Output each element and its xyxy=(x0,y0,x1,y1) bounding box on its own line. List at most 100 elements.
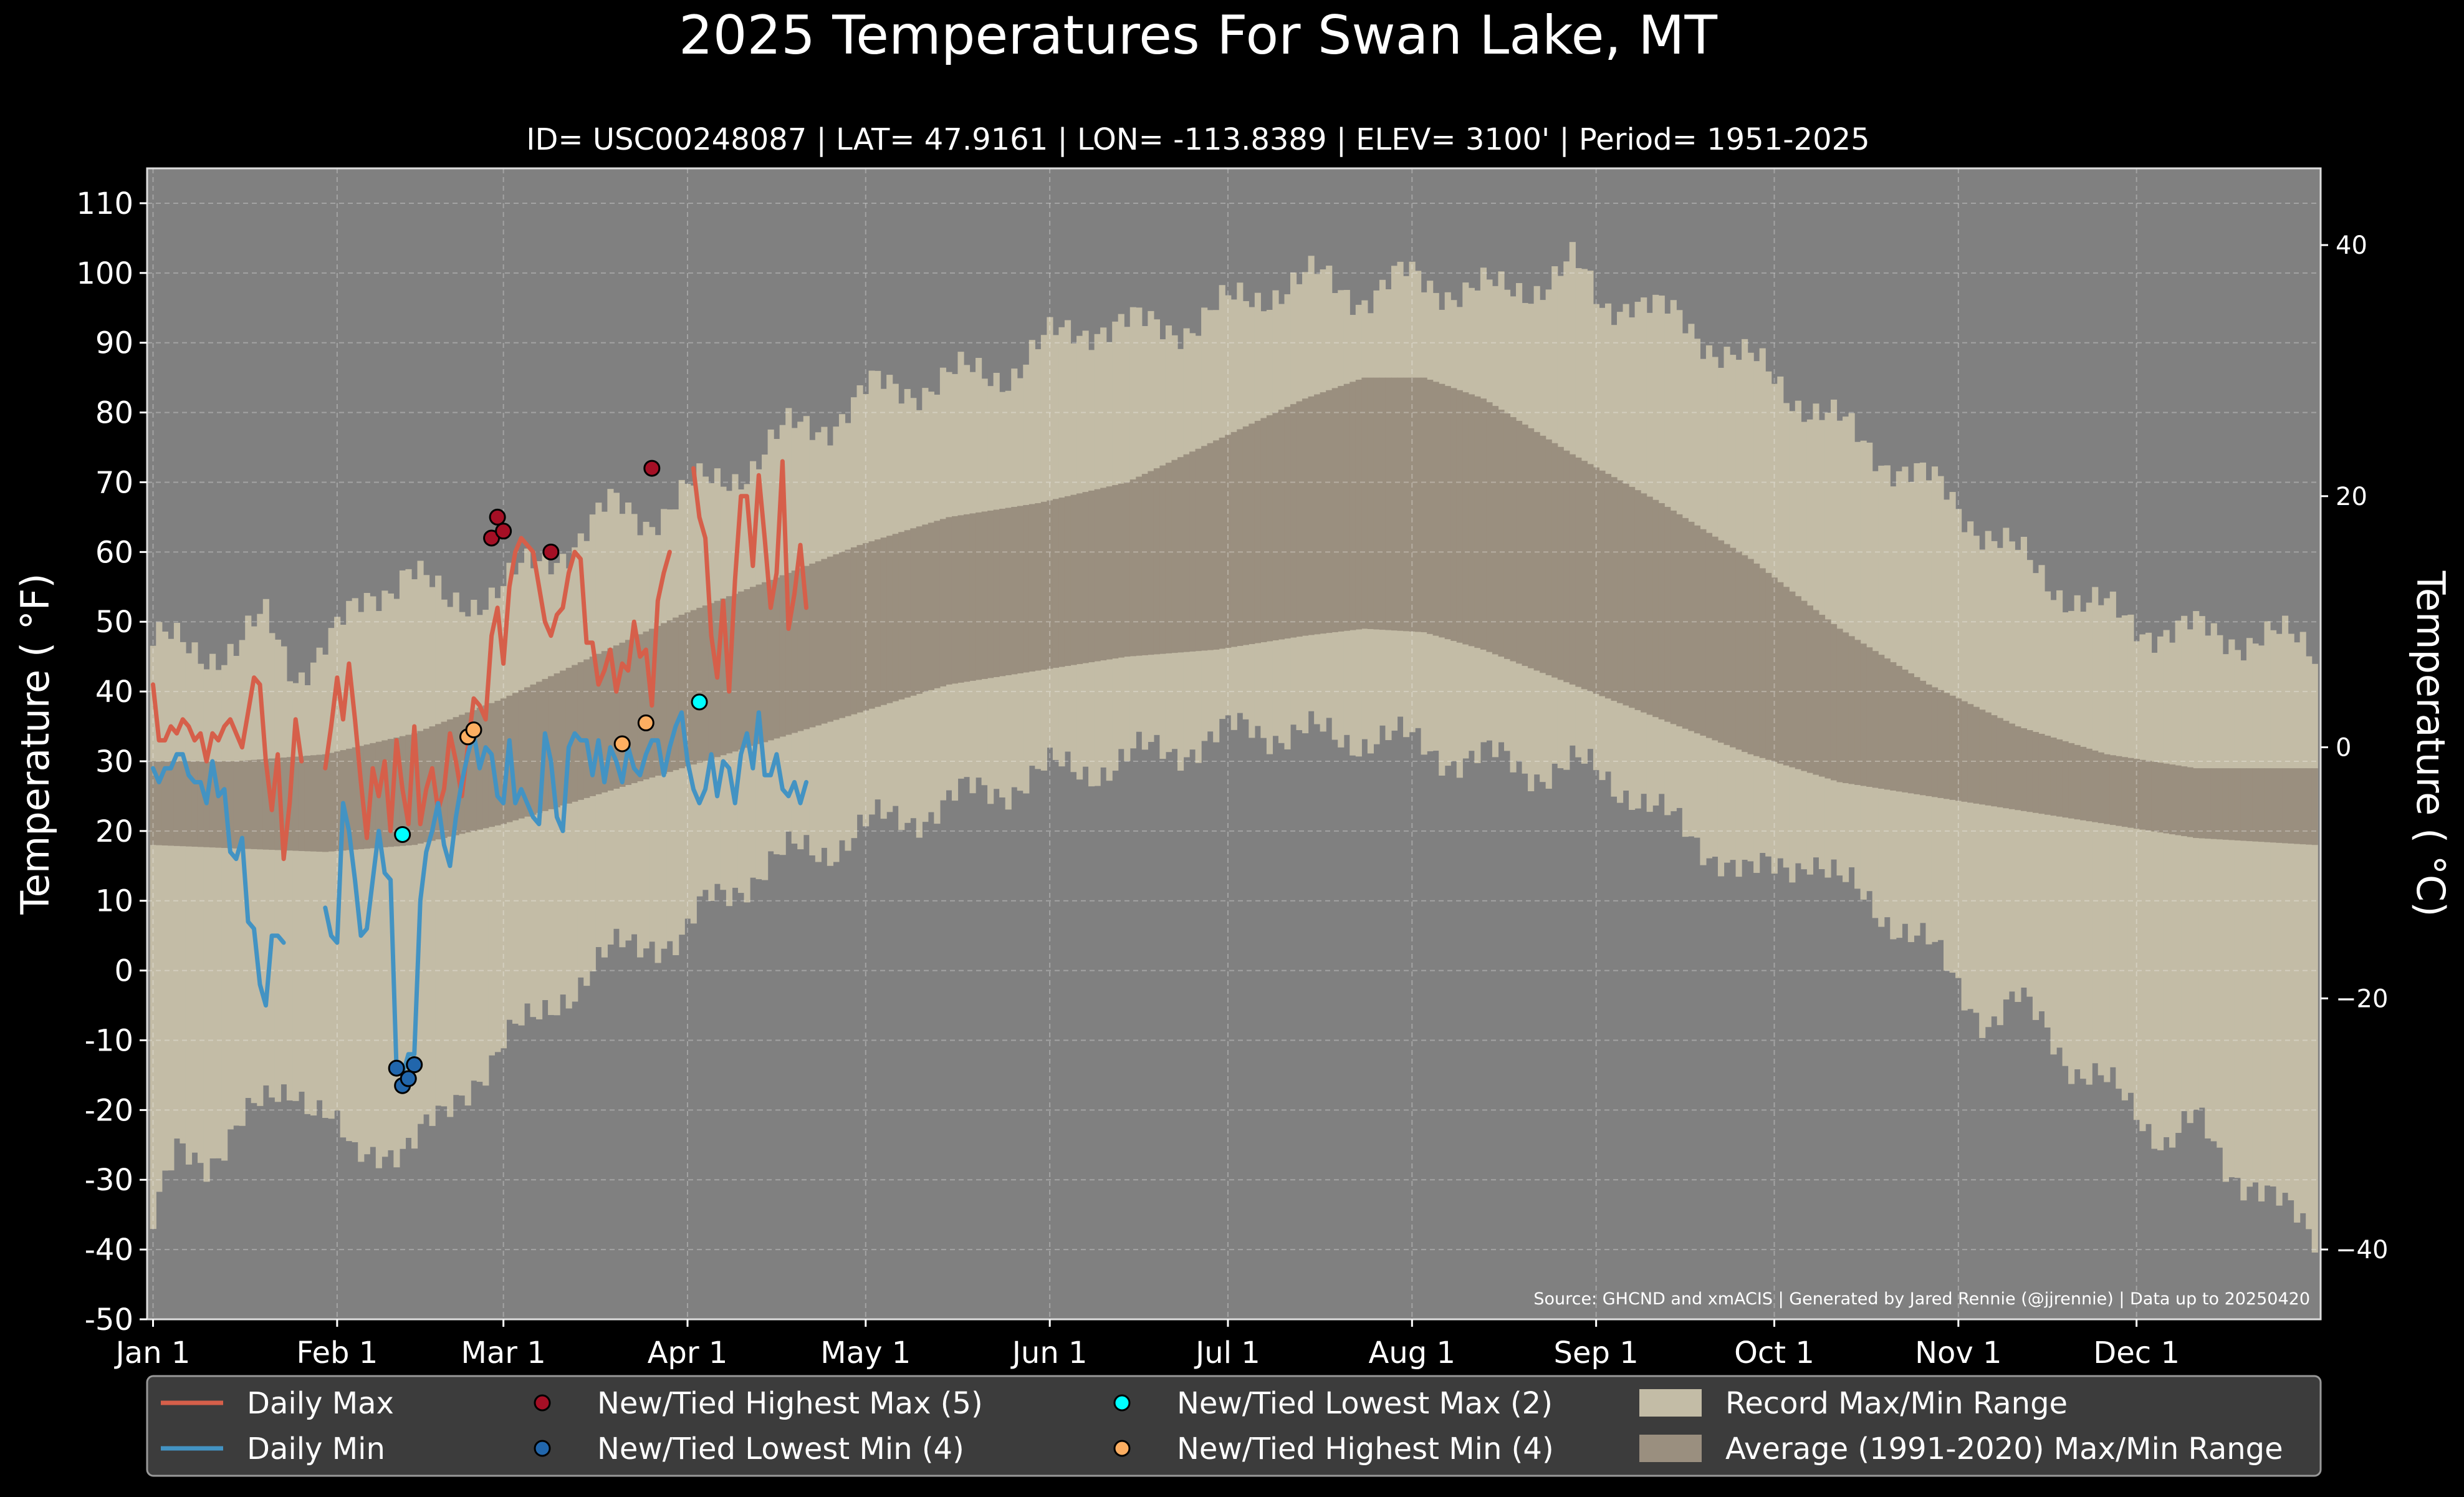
normal-range-bar xyxy=(815,561,822,726)
normal-range-bar xyxy=(173,761,181,846)
y-tick-label: 110 xyxy=(76,186,133,221)
normal-range-bar xyxy=(2282,768,2289,844)
normal-range-bar xyxy=(1914,676,1920,794)
record-range-bar xyxy=(2306,656,2313,1230)
normal-range-bar xyxy=(1237,429,1244,646)
normal-range-bar xyxy=(471,710,477,831)
normal-range-bar xyxy=(964,514,971,682)
legend-label: New/Tied Lowest Min (4) xyxy=(597,1432,964,1466)
normal-range-bar xyxy=(2198,768,2205,839)
normal-range-bar xyxy=(2252,768,2259,842)
legend-label: New/Tied Lowest Max (2) xyxy=(1177,1386,1553,1421)
normal-range-bar xyxy=(1896,666,1902,792)
normal-range-bar xyxy=(518,690,525,819)
x-tick-label: Nov 1 xyxy=(1915,1336,2001,1370)
normal-range-bar xyxy=(661,623,668,774)
normal-range-bar xyxy=(1397,377,1404,631)
y-tick-label: 100 xyxy=(76,256,133,291)
normal-range-bar xyxy=(2008,723,2015,809)
normal-range-bar xyxy=(1670,510,1677,724)
normal-range-bar xyxy=(708,603,715,759)
normal-range-bar xyxy=(762,582,769,743)
normal-range-bar xyxy=(1967,704,1974,803)
normal-range-bar xyxy=(310,755,317,852)
normal-range-bar xyxy=(411,733,418,845)
normal-range-bar xyxy=(2217,768,2223,840)
normal-range-bar xyxy=(2127,758,2134,828)
normal-range-bar xyxy=(150,761,156,845)
normal-range-bar xyxy=(191,761,198,847)
record-range-bar xyxy=(168,638,175,1171)
normal-range-bar xyxy=(809,563,816,728)
normal-range-bar xyxy=(1919,680,1927,796)
normal-range-bars xyxy=(150,377,2318,852)
normal-range-bar xyxy=(2086,748,2092,822)
y-right-tick-label: −40 xyxy=(2336,1236,2388,1264)
normal-range-bar xyxy=(1266,415,1273,642)
normal-range-bar xyxy=(292,756,299,851)
y-tick-label: 30 xyxy=(95,744,133,779)
normal-range-bar xyxy=(1189,451,1196,652)
normal-range-bar xyxy=(1391,377,1398,631)
normal-range-bar xyxy=(1314,394,1321,635)
record-range-bar xyxy=(2217,635,2223,1148)
normal-range-bar xyxy=(2163,763,2170,834)
normal-range-bar xyxy=(1551,443,1558,678)
record-range-bar xyxy=(233,655,240,1126)
normal-range-bar xyxy=(928,522,934,690)
normal-range-bar xyxy=(1242,426,1249,645)
series-line-daily-min xyxy=(323,710,808,1077)
normal-range-bar xyxy=(1367,377,1374,629)
record-range-bar xyxy=(2210,623,2217,1142)
x-tick-label: Feb 1 xyxy=(296,1336,378,1370)
record-range-bar xyxy=(227,643,234,1130)
normal-range-bar xyxy=(720,598,727,756)
normal-range-bar xyxy=(1617,480,1624,703)
normal-range-bar xyxy=(2121,757,2128,827)
normal-range-bar xyxy=(1979,710,1986,805)
legend-swatch-dot xyxy=(1113,1394,1131,1412)
y-tick-label: -30 xyxy=(85,1163,133,1198)
normal-range-bar xyxy=(1011,506,1018,675)
y-right-tick-label: 0 xyxy=(2336,734,2351,763)
record-range-bar xyxy=(482,609,489,1086)
normal-range-bar xyxy=(916,526,923,694)
normal-range-bar xyxy=(2068,743,2075,819)
normal-range-bar xyxy=(2175,765,2182,835)
legend-swatch-dot xyxy=(534,1440,551,1457)
normal-range-bar xyxy=(1047,500,1053,669)
legend: Daily Max Daily Min New/Tied Highest Max (… xyxy=(146,1375,2322,1477)
normal-range-bar xyxy=(1052,499,1060,668)
normal-range-bar xyxy=(168,761,175,846)
record-range-bar xyxy=(411,579,418,1149)
normal-range-bar xyxy=(1623,483,1629,706)
normal-range-bar xyxy=(1207,443,1214,650)
record-range-bar xyxy=(257,614,264,1106)
normal-range-bar xyxy=(1528,428,1535,668)
normal-range-bar xyxy=(1813,610,1819,775)
normal-range-bar xyxy=(1997,718,2003,807)
normal-range-bar xyxy=(340,750,347,851)
x-tick-label: Oct 1 xyxy=(1734,1336,1814,1370)
normal-range-bar xyxy=(1456,390,1463,643)
normal-range-bar xyxy=(2210,768,2217,839)
normal-range-bar xyxy=(180,761,186,847)
normal-range-bar xyxy=(2294,768,2301,844)
normal-range-bar xyxy=(838,552,846,718)
record-range-bar xyxy=(2080,612,2087,1079)
normal-range-bar xyxy=(1765,572,1772,760)
normal-range-bar xyxy=(993,509,1000,677)
normal-range-bar xyxy=(2104,754,2111,824)
legend-label: Daily Min xyxy=(247,1432,385,1466)
normal-range-bar xyxy=(2092,750,2099,822)
y-tick-label: 20 xyxy=(95,814,133,849)
legend-label: New/Tied Highest Min (4) xyxy=(1177,1432,1554,1466)
normal-range-bar xyxy=(1058,498,1065,667)
normal-range-bar xyxy=(1777,582,1784,764)
y-axis-label: Temperature ( °F) xyxy=(12,573,58,915)
record-range-bar xyxy=(2299,632,2306,1213)
normal-range-bar xyxy=(1563,450,1570,683)
normal-range-bar xyxy=(524,687,531,817)
record-marker xyxy=(400,1070,417,1087)
normal-range-bar xyxy=(2193,768,2200,839)
